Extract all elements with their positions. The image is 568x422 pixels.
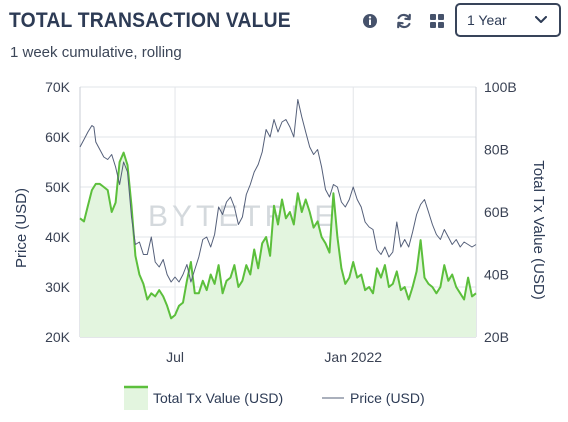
- y-axis-left-label: Price (USD): [13, 188, 30, 268]
- series-price-line: [79, 99, 477, 283]
- series-tx-value-line: [79, 151, 477, 320]
- chevron-down-icon: [535, 16, 547, 23]
- series-tx-value-area: [80, 152, 476, 337]
- chart-subtitle: 1 week cumulative, rolling: [10, 44, 182, 61]
- y-left-tick-label: 50K: [45, 179, 71, 195]
- chart-axes: 20K 30K 40K 50K 60K 70K 20B 40B 60B 80B 100B Jul Jan…: [45, 79, 517, 365]
- chart-series: [79, 99, 477, 337]
- refresh-icon[interactable]: [393, 10, 415, 32]
- y-left-tick-label: 70K: [45, 79, 71, 95]
- y-right-tick-label: 20B: [484, 329, 509, 345]
- y-right-tick-label: 60B: [484, 204, 509, 220]
- x-tick-label: Jan 2022: [324, 349, 382, 365]
- chart-legend: Total Tx Value (USD) Price (USD): [124, 385, 425, 410]
- y-left-tick-label: 30K: [45, 279, 71, 295]
- y-right-tick-label: 40B: [484, 267, 509, 283]
- y-left-tick-label: 60K: [45, 129, 71, 145]
- y-left-tick-label: 40K: [45, 229, 71, 245]
- y-left-tick-label: 20K: [45, 329, 71, 345]
- legend-swatch-tx-value[interactable]: [124, 386, 148, 410]
- y-right-tick-label: 100B: [484, 79, 517, 95]
- legend-item-tx-value[interactable]: Total Tx Value (USD): [153, 390, 283, 406]
- grid-icon[interactable]: [426, 10, 448, 32]
- info-icon[interactable]: [359, 10, 381, 32]
- range-select[interactable]: 1 Year: [455, 3, 561, 37]
- legend-item-price[interactable]: Price (USD): [350, 390, 425, 406]
- range-select-value: 1 Year: [467, 12, 507, 28]
- y-right-tick-label: 80B: [484, 142, 509, 158]
- chart-title: TOTAL TRANSACTION VALUE: [9, 9, 291, 32]
- x-tick-label: Jul: [166, 349, 184, 365]
- y-axis-right-label: Total Tx Value (USD): [530, 160, 547, 300]
